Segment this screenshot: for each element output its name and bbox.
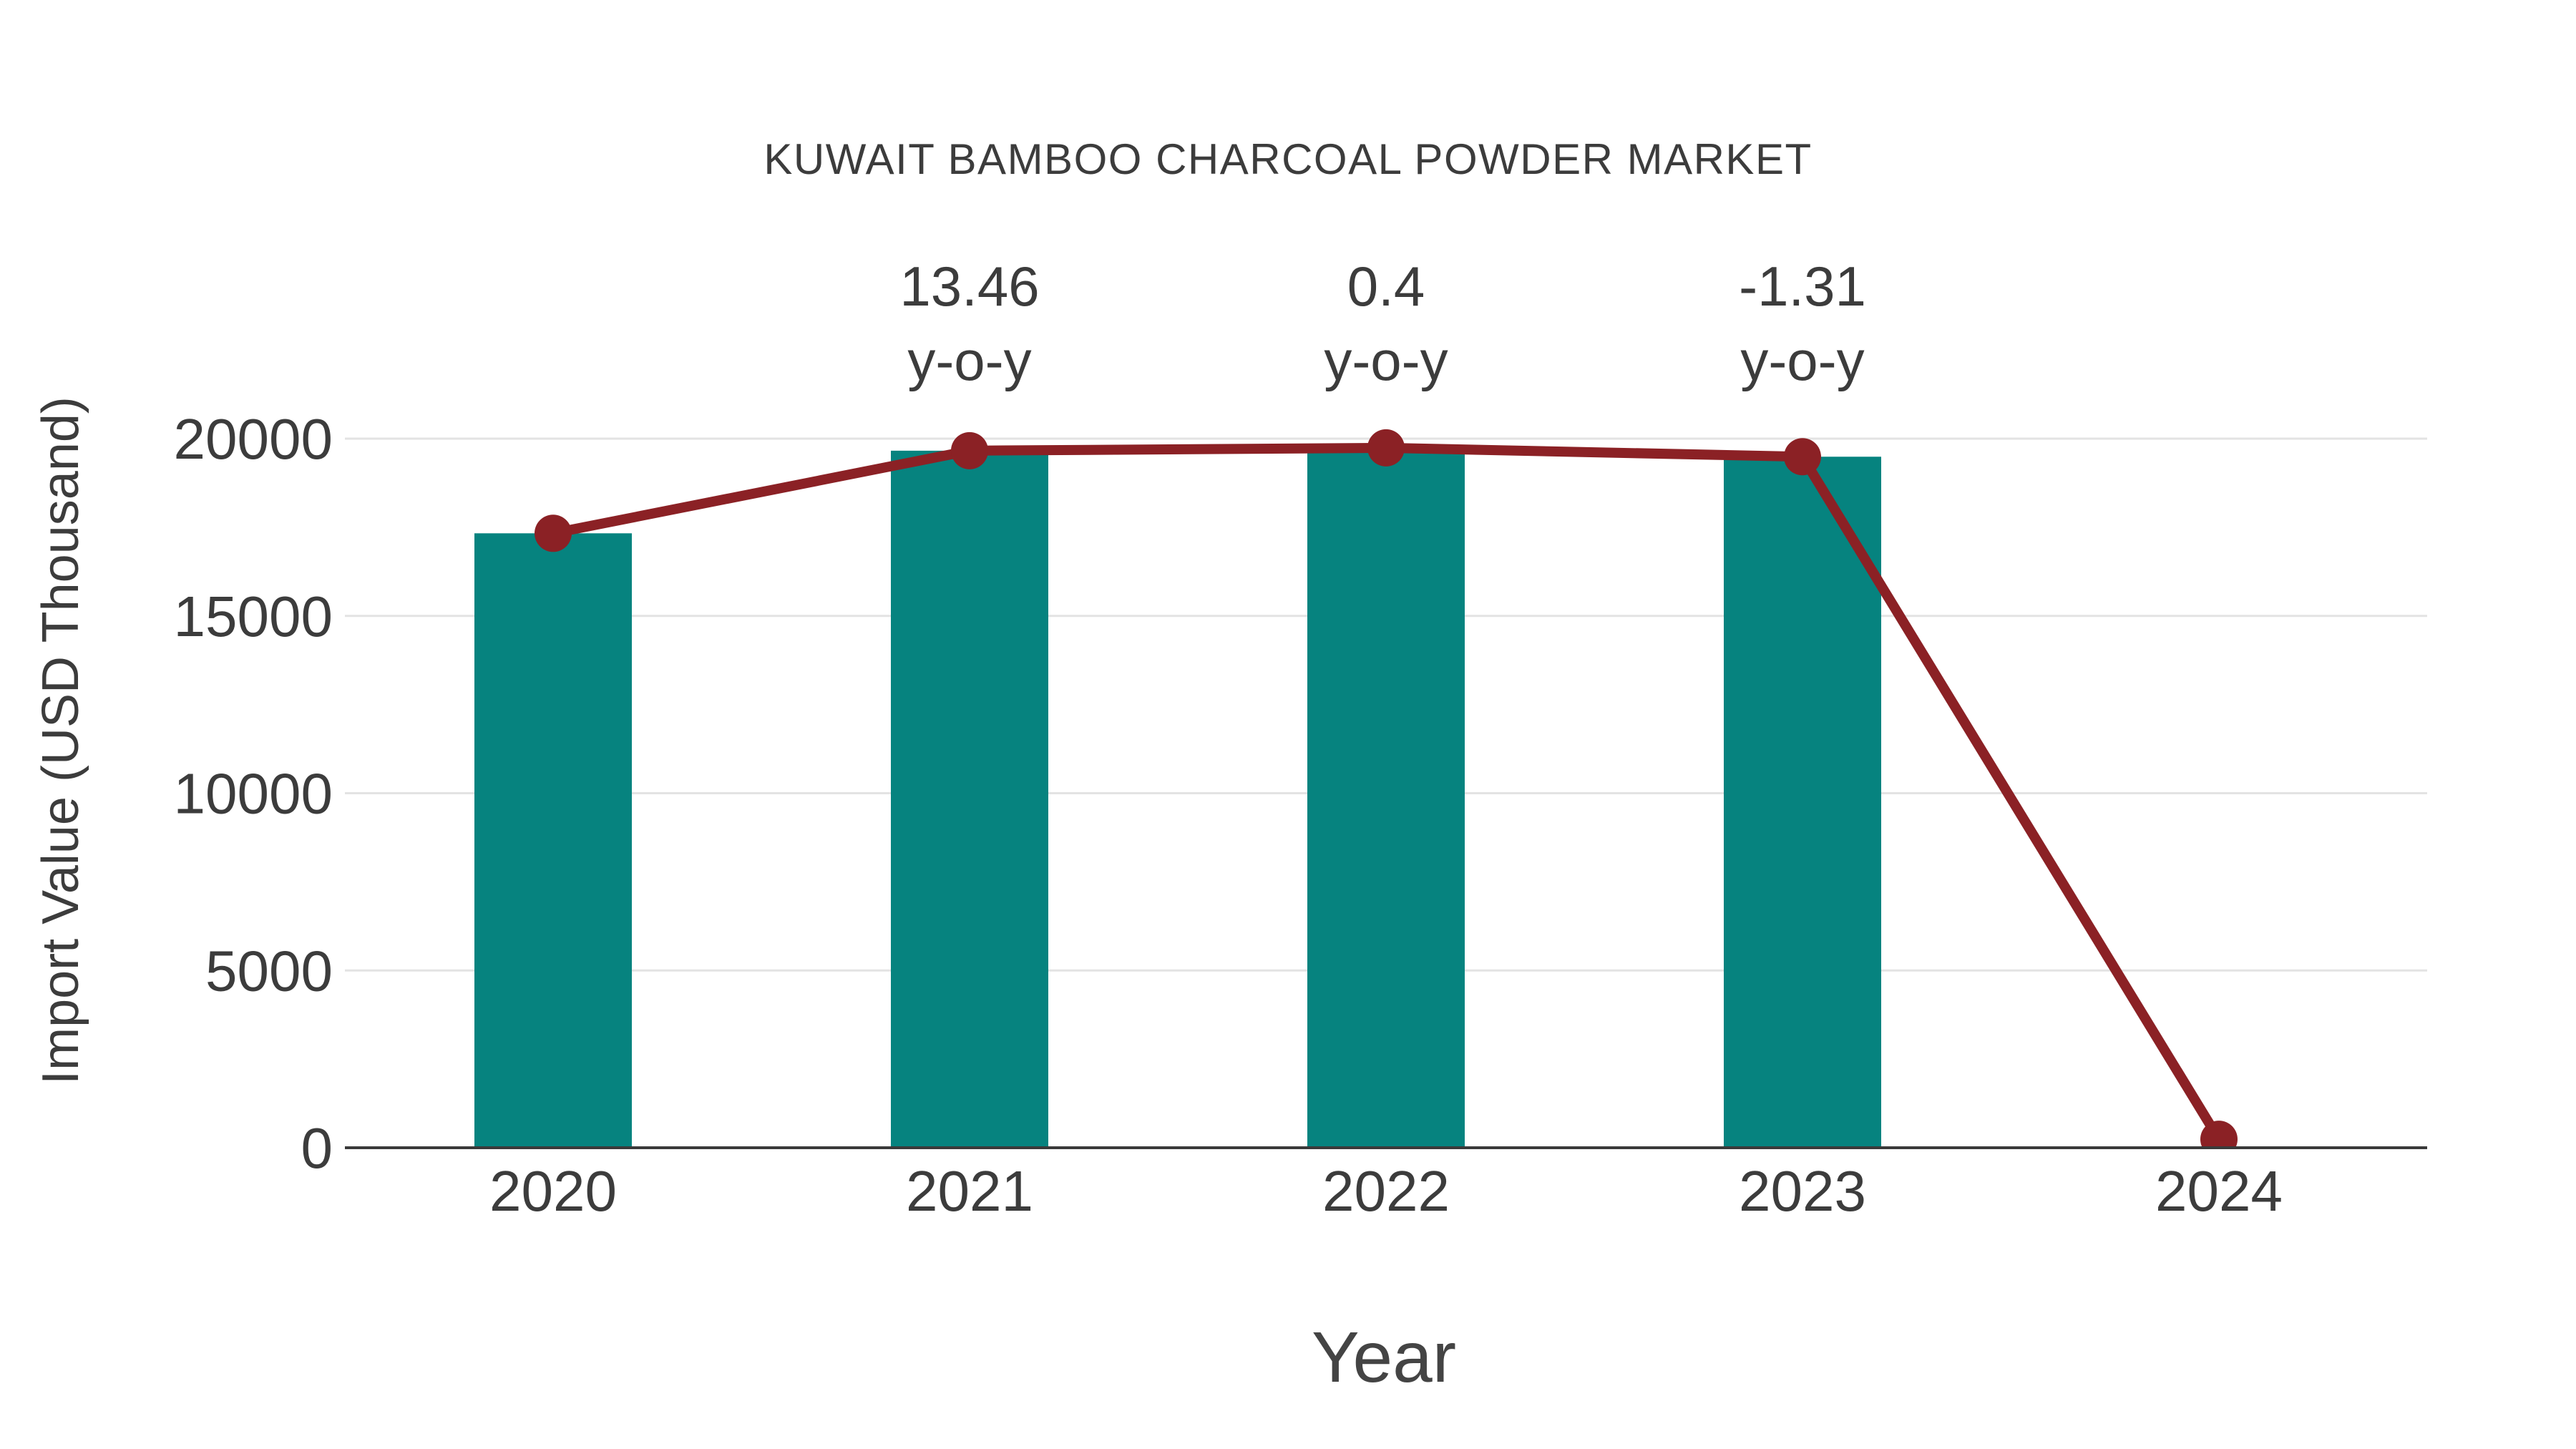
marker-2020[interactable] bbox=[535, 514, 572, 552]
y-tick-label-5000: 5000 bbox=[205, 939, 333, 1002]
yoy-value: -1.31 bbox=[1739, 255, 1866, 318]
bar-2022[interactable] bbox=[1307, 447, 1465, 1148]
marker-2024[interactable] bbox=[2200, 1121, 2238, 1158]
yoy-suffix: y-o-y bbox=[1324, 329, 1448, 392]
yoy-annotation-2021: 13.46 y-o-y bbox=[899, 249, 1039, 398]
x-tick-label-2024: 2024 bbox=[2155, 1159, 2283, 1223]
y-tick-label-20000: 20000 bbox=[174, 407, 333, 471]
yoy-value: 0.4 bbox=[1347, 255, 1425, 318]
marker-2023[interactable] bbox=[1784, 438, 1821, 476]
marker-2022[interactable] bbox=[1367, 429, 1405, 467]
yoy-suffix: y-o-y bbox=[1740, 329, 1865, 392]
y-tick-label-10000: 10000 bbox=[174, 762, 333, 826]
x-tick-label-2022: 2022 bbox=[1322, 1159, 1450, 1223]
chart-title: KUWAIT BAMBOO CHARCOAL POWDER MARKET bbox=[763, 135, 1813, 183]
x-tick-label-2023: 2023 bbox=[1739, 1159, 1866, 1223]
bar-2020[interactable] bbox=[474, 533, 632, 1148]
y-tick-label-15000: 15000 bbox=[174, 585, 333, 648]
yoy-annotation-2023: -1.31 y-o-y bbox=[1739, 249, 1866, 398]
bar-2023[interactable] bbox=[1724, 457, 1881, 1148]
x-axis-title: Year bbox=[1311, 1317, 1457, 1397]
y-tick-label-0: 0 bbox=[301, 1116, 333, 1180]
yoy-suffix: y-o-y bbox=[907, 329, 1032, 392]
yoy-value: 13.46 bbox=[899, 255, 1040, 318]
yoy-annotation-2022: 0.4 y-o-y bbox=[1324, 249, 1448, 398]
bar-2021[interactable] bbox=[891, 450, 1048, 1148]
trend-line-group bbox=[535, 429, 2238, 1158]
x-tick-label-2021: 2021 bbox=[906, 1159, 1033, 1223]
marker-2021[interactable] bbox=[951, 431, 988, 469]
x-tick-label-2020: 2020 bbox=[489, 1159, 617, 1223]
